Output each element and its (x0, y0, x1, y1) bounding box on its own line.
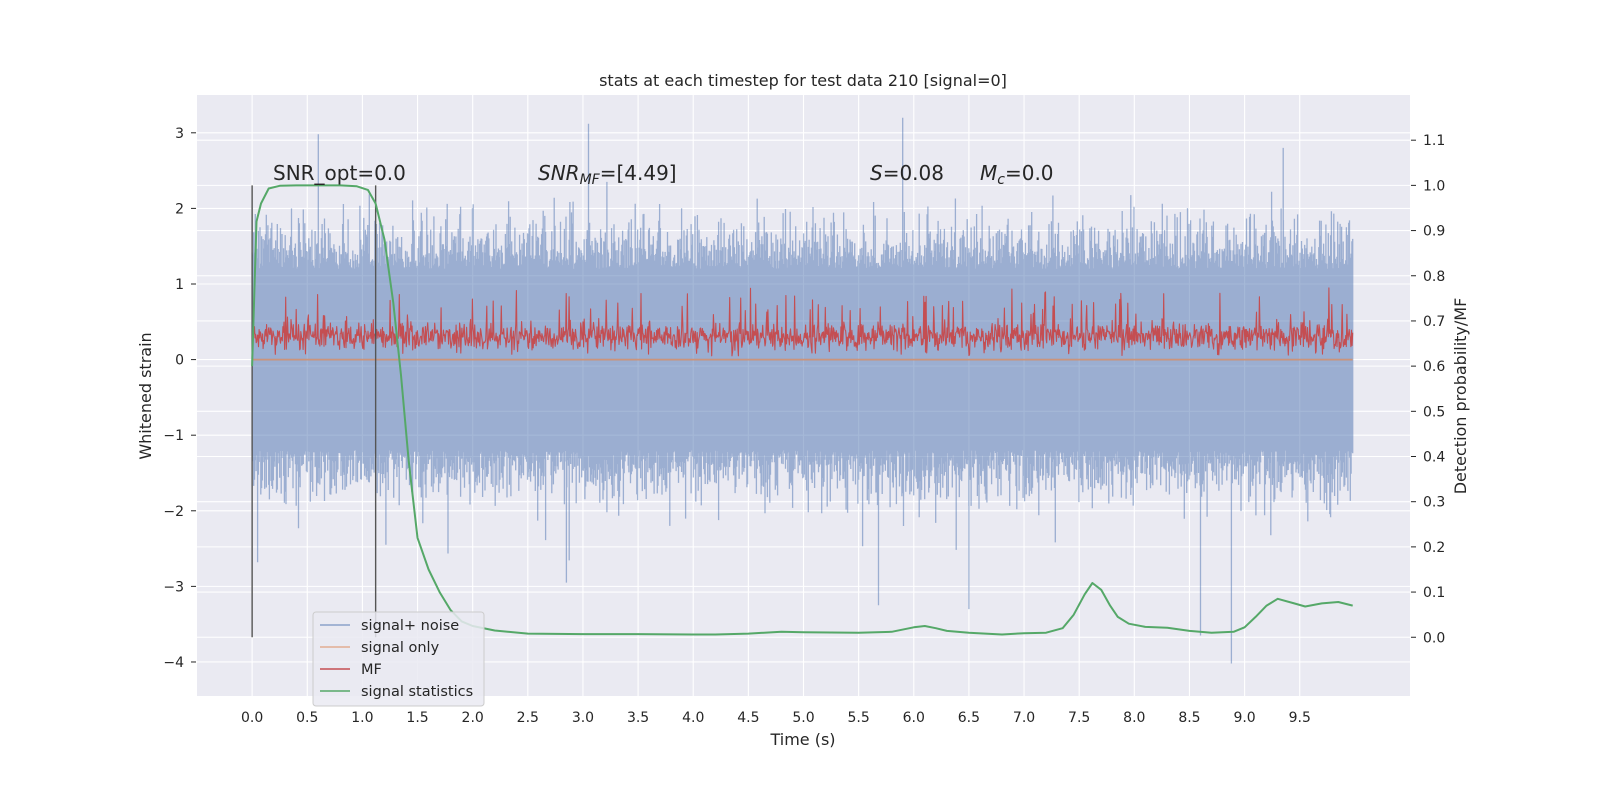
y-tick-label: −4 (163, 655, 184, 671)
series-signal-statistics (251, 184, 1353, 636)
x-tick-label: 7.5 (1068, 710, 1090, 726)
y-tick-label: 2 (175, 201, 184, 217)
annotation-mc: Mc=0.0 (980, 161, 1054, 188)
x-tick-label: 0.0 (241, 710, 263, 726)
tick-labels: 0.0 0.5 1.0 1.5 2.0 2.5 3.0 3.5 4.0 4.5 5.0 5.5 6.0 6… (163, 126, 1445, 726)
x-tick-label: 1.5 (406, 710, 428, 726)
annotations: SNR_opt=0.0 SNRMF=[4.49] S=0.08 Mc=0.0 (273, 161, 1054, 188)
snr-mf-base: SNR (538, 161, 580, 185)
annotation-snr-opt: SNR_opt=0.0 (273, 161, 406, 185)
legend-box (312, 611, 485, 707)
snr-mf-value: =[4.49] (600, 161, 677, 185)
y-tick-label: 0 (175, 353, 184, 369)
y2-tick-label: 1.0 (1423, 178, 1445, 194)
x-tick-label: 4.5 (737, 710, 759, 726)
s-var: S (870, 161, 883, 185)
y-tick-label: 1 (175, 277, 184, 293)
legend-label-stats: signal statistics (361, 684, 473, 700)
series-layer (251, 117, 1354, 664)
s-value: =0.08 (883, 161, 944, 185)
x-tick-label: 5.0 (792, 710, 814, 726)
mc-value: =0.0 (1005, 161, 1054, 185)
y2-tick-label: 0.1 (1423, 585, 1445, 601)
series-mf (251, 287, 1354, 357)
x-tick-label: 5.5 (848, 710, 870, 726)
x-tick-label: 4.0 (682, 710, 704, 726)
x-tick-label: 8.5 (1178, 710, 1200, 726)
legend-label-mf: MF (361, 662, 382, 678)
x-tick-label: 9.0 (1233, 710, 1255, 726)
x-tick-label: 3.5 (627, 710, 649, 726)
x-tick-label: 3.0 (572, 710, 594, 726)
legend: signal+ noise signal only MF signal stat… (312, 611, 485, 707)
y2-tick-label: 0.4 (1423, 450, 1445, 466)
snr-mf-sub: MF (580, 172, 601, 188)
legend-label-noise: signal+ noise (361, 618, 459, 634)
y-tick-label: −3 (163, 579, 184, 595)
y2-tick-label: 0.8 (1423, 269, 1445, 285)
y-tick-label: 3 (175, 126, 184, 142)
y2-tick-label: 0.9 (1423, 224, 1445, 240)
x-tick-label: 7.0 (1013, 710, 1035, 726)
x-tick-label: 8.0 (1123, 710, 1145, 726)
y2-tick-label: 0.0 (1423, 630, 1445, 646)
y2-tick-label: 0.5 (1423, 404, 1445, 420)
x-tick-label: 0.5 (296, 710, 318, 726)
x-tick-label: 2.0 (462, 710, 484, 726)
y2-tick-label: 0.3 (1423, 495, 1445, 511)
y-tick-label: −1 (163, 428, 184, 444)
y2-tick-label: 0.6 (1423, 359, 1445, 375)
x-tick-label: 6.5 (958, 710, 980, 726)
x-tick-label: 2.5 (517, 710, 539, 726)
y-axis-label: Whitened strain (136, 332, 155, 459)
mc-sub: c (997, 172, 1005, 188)
x-tick-label: 1.0 (351, 710, 373, 726)
y2-axis-label: Detection probability/MF (1451, 298, 1470, 495)
chart-title: stats at each timestep for test data 210… (599, 71, 1007, 90)
x-tick-label: 9.5 (1289, 710, 1311, 726)
annotation-snr-mf: SNRMF=[4.49] (538, 161, 677, 188)
y2-tick-label: 0.2 (1423, 540, 1445, 556)
x-axis-label: Time (s) (769, 730, 835, 749)
x-tick-label: 6.0 (903, 710, 925, 726)
annotation-s: S=0.08 (870, 161, 944, 185)
y-tick-label: −2 (163, 504, 184, 520)
y2-tick-label: 0.7 (1423, 314, 1445, 330)
y2-tick-label: 1.1 (1423, 133, 1445, 149)
legend-label-signal-only: signal only (361, 640, 440, 656)
mc-var: M (980, 161, 997, 185)
